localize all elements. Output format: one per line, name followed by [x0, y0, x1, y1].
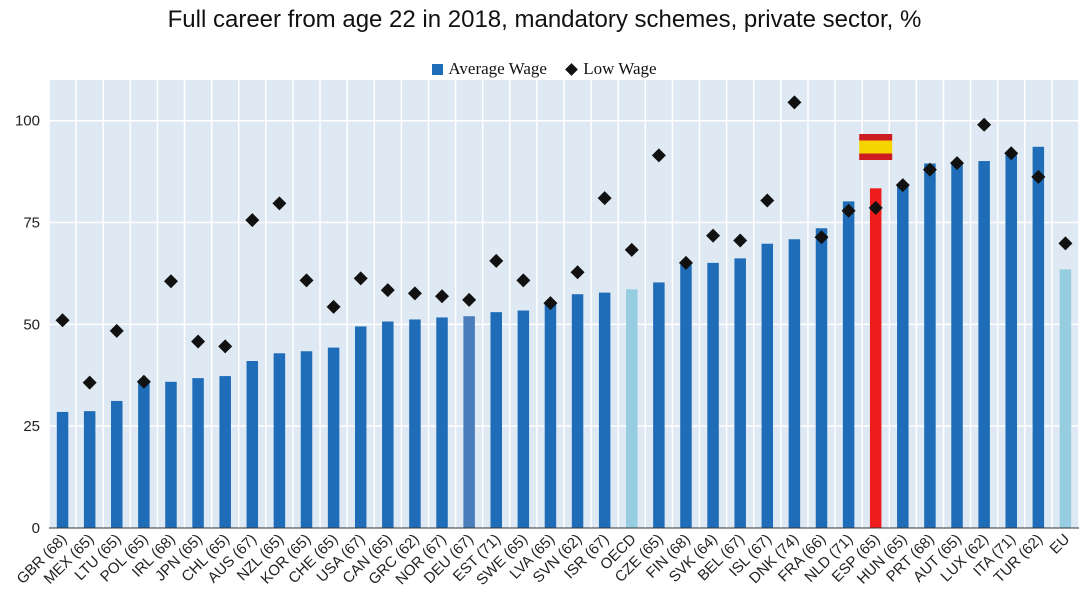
- chart-title: Full career from age 22 in 2018, mandato…: [167, 6, 922, 33]
- legend-label-average-wage: Average Wage: [448, 59, 547, 79]
- bar-average-wage: [382, 321, 394, 528]
- marker-low-wage: [841, 203, 856, 218]
- marker-low-wage: [922, 162, 937, 177]
- bar-average-wage: [436, 317, 448, 528]
- bar-average-wage: [734, 258, 746, 528]
- bar-average-wage: [354, 326, 367, 528]
- marker-low-wage: [516, 273, 531, 288]
- marker-low-wage: [678, 255, 693, 270]
- bar-average-wage: [273, 353, 286, 528]
- bar-average-wage: [192, 378, 204, 528]
- marker-low-wage: [733, 233, 748, 248]
- bar-average-wage: [517, 310, 530, 528]
- marker-low-wage: [55, 313, 70, 328]
- marker-low-wage: [272, 196, 287, 211]
- bar-average-wage: [571, 294, 584, 528]
- marker-low-wage: [462, 292, 477, 307]
- marker-low-wage: [950, 156, 965, 171]
- bar-average-wage: [327, 347, 340, 528]
- bar-average-wage: [598, 292, 611, 528]
- marker-low-wage: [353, 271, 368, 286]
- bar-average-wage: [165, 381, 177, 528]
- marker-low-wage: [1004, 146, 1019, 161]
- bar-average-wage: [897, 183, 909, 528]
- bar-average-wage: [653, 282, 665, 528]
- y-tick-label: 25: [23, 418, 40, 435]
- y-tick-label: 100: [15, 113, 40, 130]
- bar-average-wage: [626, 289, 638, 528]
- marker-low-wage: [868, 200, 883, 215]
- marker-low-wage: [82, 375, 97, 390]
- marker-low-wage: [218, 339, 233, 354]
- bar-average-wage: [111, 400, 123, 528]
- marker-low-wage: [977, 117, 992, 132]
- bar-average-wage: [707, 262, 719, 528]
- marker-low-wage: [597, 191, 612, 206]
- marker-low-wage: [136, 374, 151, 389]
- marker-low-wage: [326, 299, 341, 314]
- legend-label-low-wage: Low Wage: [583, 59, 657, 79]
- bar-average-wage: [246, 361, 259, 528]
- marker-low-wage: [543, 296, 558, 311]
- bar-average-wage: [219, 376, 231, 528]
- bar-average-wage: [1032, 146, 1045, 528]
- bar-average-wage: [788, 239, 801, 528]
- marker-low-wage: [651, 148, 666, 163]
- bar-average-wage: [56, 411, 69, 528]
- marker-low-wage: [1058, 236, 1073, 251]
- marker-low-wage: [706, 228, 721, 243]
- marker-low-wage: [1031, 169, 1046, 184]
- marker-low-wage: [489, 253, 504, 268]
- bar-average-wage: [490, 312, 502, 528]
- marker-low-wage: [570, 265, 585, 280]
- marker-low-wage: [814, 230, 829, 245]
- marker-low-wage: [435, 289, 450, 304]
- bar-average-wage: [1059, 269, 1072, 528]
- bar-average-wage: [815, 228, 828, 529]
- y-tick-label: 0: [32, 520, 40, 537]
- bar-average-wage: [300, 351, 313, 528]
- marker-low-wage: [760, 193, 775, 208]
- flag-stripe: [859, 134, 893, 141]
- bar-average-wage: [761, 243, 774, 528]
- marker-low-wage: [624, 242, 639, 257]
- chart-legend: Average Wage Low Wage: [0, 58, 1089, 79]
- marker-low-wage: [407, 286, 422, 301]
- marker-low-wage: [895, 178, 910, 193]
- marker-low-wage: [299, 273, 314, 288]
- bar-average-wage: [842, 201, 855, 528]
- bar-average-wage: [869, 188, 882, 529]
- legend-bar-swatch: [432, 63, 444, 75]
- y-tick-label: 50: [23, 316, 40, 333]
- marker-low-wage: [109, 323, 124, 338]
- bar-average-wage: [83, 411, 96, 528]
- flag-stripe: [859, 140, 893, 154]
- marker-low-wage: [163, 274, 178, 289]
- marker-low-wage: [380, 283, 395, 298]
- marker-low-wage: [191, 334, 206, 349]
- y-tick-label: 75: [23, 215, 40, 232]
- bar-average-wage: [978, 161, 990, 528]
- marker-low-wage: [245, 213, 260, 228]
- bar-average-wage: [924, 163, 936, 528]
- marker-low-wage: [787, 95, 802, 110]
- bar-average-wage: [463, 316, 475, 528]
- flag-stripe: [859, 153, 893, 160]
- bar-average-wage: [138, 382, 150, 528]
- spain-flag-icon: [859, 134, 893, 160]
- bar-average-wage: [680, 264, 692, 528]
- legend-item-average-wage: Average Wage: [432, 59, 547, 79]
- x-tick-label: EU: [1047, 531, 1074, 558]
- bar-average-wage: [544, 302, 557, 528]
- legend-item-low-wage: Low Wage: [565, 59, 657, 79]
- bar-average-wage: [951, 161, 963, 528]
- bar-average-wage: [409, 319, 421, 528]
- bar-average-wage: [1005, 154, 1017, 528]
